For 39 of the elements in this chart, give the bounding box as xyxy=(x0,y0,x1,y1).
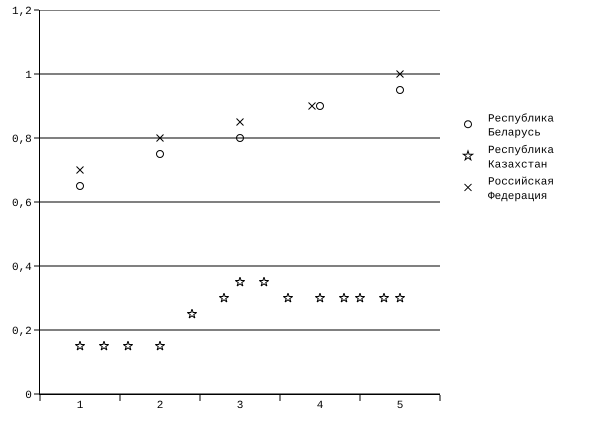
point xyxy=(236,118,244,126)
y-tick-label: 0,4 xyxy=(12,262,32,274)
y-tick-label: 0,8 xyxy=(12,134,32,146)
point xyxy=(314,292,326,302)
x-tick-label: 2 xyxy=(156,400,164,412)
point xyxy=(308,102,316,110)
y-tick-label: 0,2 xyxy=(12,326,32,338)
point xyxy=(76,166,84,174)
legend-label: Республика Казахстан xyxy=(488,144,554,172)
x-tick-label: 1 xyxy=(76,400,84,412)
point xyxy=(396,86,404,94)
x-tick-label: 5 xyxy=(396,400,404,412)
point xyxy=(258,276,270,286)
x-tick-label: 3 xyxy=(236,400,244,412)
point xyxy=(338,292,350,302)
point xyxy=(122,340,134,350)
legend-label: Республика Беларусь xyxy=(488,112,554,140)
legend-label: Российская Федерация xyxy=(488,176,554,203)
point xyxy=(236,134,244,142)
y-tick-label: 1,2 xyxy=(12,6,32,18)
point xyxy=(186,308,198,318)
point xyxy=(156,150,164,158)
point xyxy=(282,292,294,302)
y-tick-label: 0,6 xyxy=(12,198,32,210)
point xyxy=(218,292,230,302)
point xyxy=(396,70,404,78)
point xyxy=(154,340,166,350)
y-tick-label: 1 xyxy=(25,70,32,82)
point xyxy=(74,340,86,350)
x-tick-label: 4 xyxy=(316,400,324,412)
point xyxy=(76,182,84,190)
point xyxy=(378,292,390,302)
point xyxy=(354,292,366,302)
point xyxy=(234,276,246,286)
point xyxy=(316,102,324,110)
point xyxy=(394,292,406,302)
point xyxy=(98,340,110,350)
y-tick-label: 0 xyxy=(25,390,32,402)
point xyxy=(156,134,164,142)
